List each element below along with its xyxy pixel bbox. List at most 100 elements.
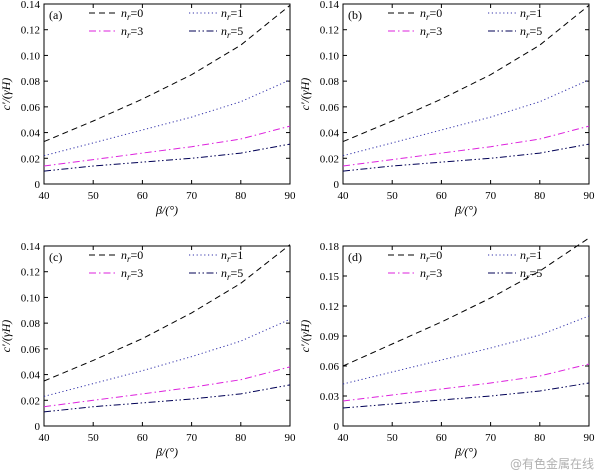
y-tick-label: 0.02 <box>320 153 339 165</box>
x-tick-label: 80 <box>534 432 546 444</box>
y-tick-label: 0.06 <box>21 102 41 114</box>
y-tick-label: 0.04 <box>21 128 41 140</box>
x-tick-label: 90 <box>584 432 596 444</box>
y-tick-label: 0.09 <box>320 331 340 343</box>
panel-label: (d) <box>348 250 362 264</box>
y-tick-label: 0.04 <box>320 128 340 140</box>
y-axis-label: c'/(γH) <box>298 78 312 111</box>
y-tick-label: 0.02 <box>21 395 40 407</box>
series-line-nr-5 <box>43 143 291 172</box>
series-line-nr-3 <box>342 363 590 402</box>
legend-entry: nr=5 <box>488 266 542 282</box>
x-tick-label: 90 <box>584 190 596 202</box>
legend-entry: nr=3 <box>89 24 143 40</box>
y-tick-label: 0.08 <box>320 76 340 88</box>
legend-entry: nr=3 <box>388 24 442 40</box>
plot-frame <box>342 245 590 427</box>
y-tick-label: 0 <box>334 421 340 433</box>
legend-entry: nr=0 <box>89 6 143 22</box>
x-tick-label: 50 <box>88 432 100 444</box>
plot-frame <box>342 3 590 185</box>
series-line-nr-3 <box>342 125 590 167</box>
series-line-nr-0 <box>342 237 590 367</box>
series-line-nr-1 <box>43 318 291 397</box>
y-tick-label: 0.10 <box>320 50 340 62</box>
y-axis-label: c'/(γH) <box>0 78 13 111</box>
y-tick-label: 0.03 <box>320 391 340 403</box>
legend-label: nr=0 <box>121 6 143 22</box>
y-tick-label: 0.08 <box>21 318 41 330</box>
y-tick-label: 0.06 <box>320 361 340 373</box>
x-axis-label: β/(°) <box>155 445 178 459</box>
x-tick-label: 50 <box>387 432 399 444</box>
x-tick-label: 70 <box>485 190 497 202</box>
series-line-nr-1 <box>342 315 590 385</box>
y-tick-label: 0.06 <box>320 102 340 114</box>
y-tick-label: 0.14 <box>21 241 41 253</box>
y-tick-label: 0 <box>35 179 41 191</box>
legend-label: nr=5 <box>221 266 243 282</box>
legend-label: nr=1 <box>221 248 243 264</box>
legend-entry: nr=1 <box>189 248 243 264</box>
chart-panel-b: 40 50 60 70 80 90 0 0.02 0.04 0.06 0.08 0.10 0.12 0.1… <box>298 0 595 217</box>
legend-label: nr=5 <box>520 24 542 40</box>
y-tick-label: 0.12 <box>320 25 339 37</box>
legend-label: nr=0 <box>121 248 143 264</box>
y-axis-label: c'/(γH) <box>0 320 13 353</box>
legend-label: nr=3 <box>420 24 442 40</box>
legend-entry: nr=1 <box>488 6 542 22</box>
legend-entry: nr=1 <box>488 248 542 264</box>
chart-panel-a: 40 50 60 70 80 90 0 0.02 0.04 0.06 0.08 0.10 0.12 0.1… <box>0 0 296 217</box>
legend-label: nr=3 <box>121 266 143 282</box>
y-tick-label: 0.12 <box>21 25 40 37</box>
chart-panels: 40 50 60 70 80 90 0 0.02 0.04 0.06 0.08 0.10 0.12 0.1… <box>0 0 595 459</box>
y-tick-label: 0.14 <box>320 0 340 11</box>
x-tick-label: 50 <box>88 190 100 202</box>
x-tick-label: 40 <box>39 432 51 444</box>
legend-label: nr=1 <box>221 6 243 22</box>
legend-entry: nr=0 <box>388 6 442 22</box>
y-axis-label: c'/(γH) <box>298 320 312 353</box>
legend-entry: nr=5 <box>488 24 542 40</box>
legend-entry: nr=3 <box>388 266 442 282</box>
legend-label: nr=1 <box>520 248 542 264</box>
y-tick-label: 0.15 <box>320 271 340 283</box>
x-tick-label: 70 <box>186 190 198 202</box>
panel-label: (b) <box>348 8 362 22</box>
y-tick-label: 0.18 <box>320 241 340 253</box>
x-tick-label: 40 <box>39 190 51 202</box>
legend-label: nr=3 <box>420 266 442 282</box>
y-tick-label: 0 <box>35 421 41 433</box>
panel-label: (a) <box>49 8 62 22</box>
y-tick-label: 0.10 <box>21 292 41 304</box>
legend-label: nr=5 <box>520 266 542 282</box>
x-tick-label: 70 <box>485 432 497 444</box>
x-tick-label: 60 <box>436 190 448 202</box>
x-axis-label: β/(°) <box>454 445 477 459</box>
y-tick-label: 0.12 <box>320 301 339 313</box>
x-axis-label: β/(°) <box>155 203 178 217</box>
x-tick-label: 80 <box>235 432 247 444</box>
series-line-nr-0 <box>43 244 291 382</box>
series-line-nr-1 <box>43 79 291 157</box>
y-tick-label: 0.10 <box>21 50 41 62</box>
x-tick-label: 60 <box>436 432 448 444</box>
chart-panel-d: 40 50 60 70 80 90 0 0.03 0.06 0.09 0.12 0.15 0.18 β/(… <box>298 237 596 459</box>
x-tick-label: 90 <box>285 190 297 202</box>
legend-label: nr=0 <box>420 248 442 264</box>
legend-entry: nr=0 <box>89 248 143 264</box>
x-tick-label: 50 <box>387 190 399 202</box>
plot-frame <box>43 245 291 427</box>
legend-label: nr=1 <box>520 6 542 22</box>
y-tick-label: 0.06 <box>21 344 41 356</box>
y-tick-label: 0 <box>334 179 340 191</box>
plot-frame <box>43 3 291 185</box>
series-line-nr-0 <box>43 4 291 143</box>
series-line-nr-5 <box>342 143 590 172</box>
panel-label: (c) <box>49 250 62 264</box>
legend-label: nr=5 <box>221 24 243 40</box>
legend-entry: nr=5 <box>189 24 243 40</box>
y-tick-label: 0.08 <box>21 76 41 88</box>
y-tick-label: 0.02 <box>21 153 40 165</box>
legend-entry: nr=5 <box>189 266 243 282</box>
